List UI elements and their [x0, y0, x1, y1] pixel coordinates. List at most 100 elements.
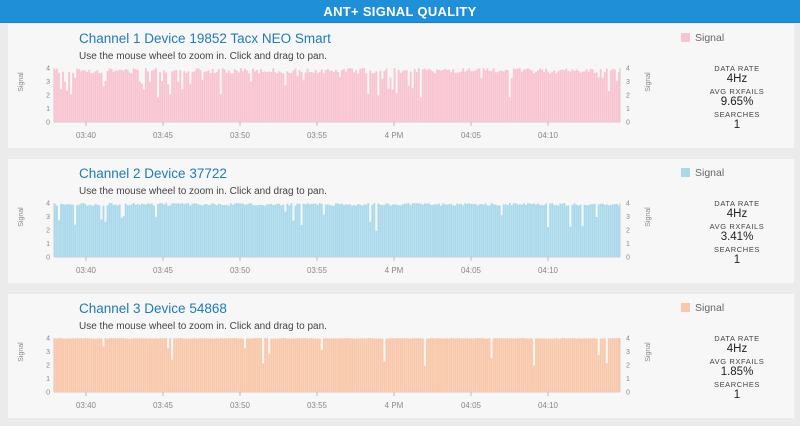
signal-bar — [272, 68, 275, 122]
signal-bar — [116, 338, 119, 392]
signal-bar — [153, 338, 155, 392]
signal-bar — [581, 71, 584, 122]
signal-bar — [488, 70, 491, 122]
signal-bar — [577, 205, 580, 257]
signal-bar — [537, 338, 539, 392]
data-rate-label: DATA RATE — [714, 334, 760, 343]
signal-bar — [149, 204, 151, 257]
signal-bar — [244, 68, 246, 122]
signal-bar — [492, 338, 495, 392]
signal-bar — [229, 338, 232, 392]
signal-bar — [58, 338, 60, 392]
signal-chart[interactable]: Signal Signal 0 0 1 1 2 2 3 3 4 4 03:40 03:45 03:50 03:… — [8, 294, 668, 418]
signal-bar — [324, 204, 327, 257]
signal-bar — [254, 71, 256, 122]
signal-bar — [413, 338, 416, 392]
signal-bar — [110, 203, 113, 257]
signal-bar — [136, 338, 139, 392]
chart-legend[interactable]: Signal — [681, 32, 724, 44]
signal-bar — [405, 70, 408, 122]
signal-bar — [268, 204, 271, 257]
signal-bar — [231, 338, 234, 392]
signal-chart[interactable]: Signal Signal 0 0 1 1 2 2 3 3 4 4 03:40 03:45 03:50 03:… — [8, 24, 668, 148]
signal-bar — [476, 205, 479, 257]
signal-bar — [151, 70, 153, 122]
signal-bar — [316, 204, 319, 257]
signal-bar — [444, 68, 446, 122]
signal-bar — [351, 68, 354, 122]
signal-bar — [476, 68, 479, 122]
signal-bar — [377, 203, 380, 257]
signal-bar — [492, 204, 495, 257]
signal-bar — [411, 88, 414, 122]
signal-bar — [436, 338, 438, 392]
signal-bar — [371, 204, 374, 257]
signal-bar — [427, 203, 430, 257]
signal-bar — [110, 338, 113, 392]
signal-bar — [203, 338, 206, 392]
signal-bar — [512, 338, 515, 392]
signal-bar — [339, 338, 341, 392]
signal-bar — [395, 338, 398, 392]
channel-stats: DATA RATE 4Hz AVG RXFAILS 9.65% SEARCHES… — [682, 64, 792, 133]
signal-bar — [88, 204, 91, 257]
signal-bar — [345, 204, 347, 257]
signal-bar — [298, 338, 301, 392]
signal-bar — [419, 338, 422, 392]
signal-bar — [82, 70, 85, 122]
signal-bar — [470, 203, 473, 257]
chart-legend[interactable]: Signal — [681, 302, 724, 314]
signal-bar — [403, 203, 406, 257]
signal-bar — [522, 203, 525, 257]
signal-bar — [375, 71, 378, 122]
avg-rxfails-label: AVG RXFAILS — [709, 87, 765, 96]
chart-legend[interactable]: Signal — [681, 167, 724, 179]
signal-bar — [197, 68, 200, 122]
signal-bar — [429, 70, 432, 122]
signal-bar — [407, 85, 410, 122]
signal-bar — [498, 338, 501, 392]
signal-bar — [567, 338, 570, 392]
y-tick-label-right: 3 — [626, 349, 630, 356]
signal-bar — [276, 73, 279, 122]
signal-bar — [494, 72, 497, 122]
signal-bar — [96, 70, 99, 122]
signal-bar — [605, 204, 608, 257]
signal-bar — [381, 78, 384, 122]
signal-bar — [391, 89, 394, 122]
signal-bar — [223, 204, 226, 257]
signal-bar — [161, 338, 163, 392]
signal-bar — [543, 338, 546, 392]
signal-bar — [256, 205, 258, 257]
signal-bar — [337, 338, 339, 392]
signal-bar — [328, 204, 331, 257]
signal-bar — [456, 72, 459, 122]
signal-bar — [421, 338, 424, 392]
signal-bar — [478, 338, 481, 392]
signal-bar — [527, 338, 529, 392]
signal-bar — [466, 69, 469, 122]
x-tick-label: 03:40 — [76, 401, 97, 410]
signal-bar — [480, 338, 483, 392]
x-tick-label: 04:10 — [538, 401, 559, 410]
signal-bar — [419, 97, 422, 122]
signal-bar — [480, 204, 483, 257]
signal-bar — [304, 72, 307, 122]
signal-bar — [132, 338, 135, 392]
searches-label: SEARCHES — [713, 110, 761, 119]
signal-bar — [470, 338, 473, 392]
searches-label: SEARCHES — [713, 245, 761, 254]
signal-bar — [270, 203, 273, 257]
signal-bar — [599, 338, 602, 392]
x-tick-label: 03:50 — [230, 266, 251, 275]
signal-bar — [225, 204, 228, 257]
signal-chart[interactable]: Signal Signal 0 0 1 1 2 2 3 3 4 4 03:40 03:45 03:50 03:… — [8, 159, 668, 283]
signal-bar — [241, 203, 244, 257]
signal-bar — [300, 224, 303, 257]
signal-bar — [359, 69, 362, 122]
signal-bar — [468, 203, 471, 257]
signal-bar — [427, 68, 430, 122]
signal-bar — [413, 68, 416, 122]
signal-bar — [427, 338, 430, 392]
y-tick-label-right: 1 — [626, 106, 630, 113]
